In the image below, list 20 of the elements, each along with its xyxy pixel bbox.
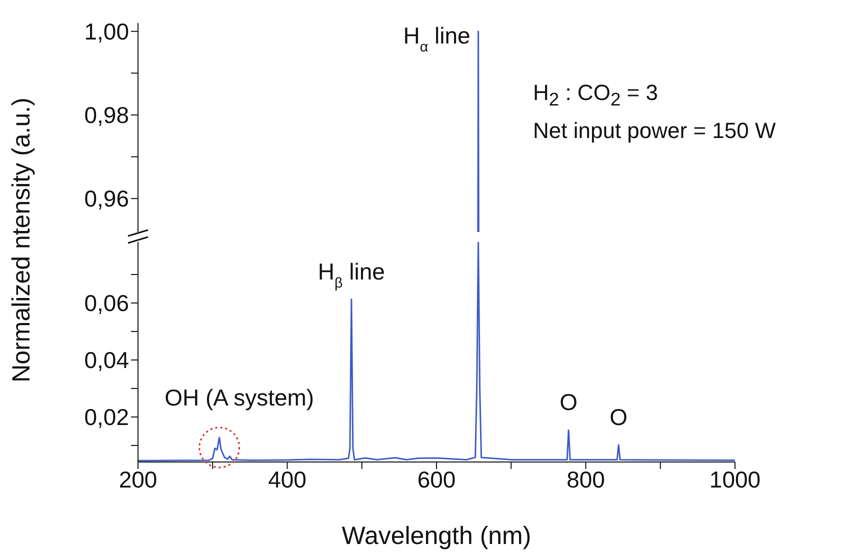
x-tick-label: 400 <box>268 466 306 492</box>
annotation: O <box>560 389 578 416</box>
y-tick-label: 1,00 <box>84 18 129 45</box>
annotation: H$_{α}$ line <box>403 22 470 56</box>
annotation: OH (A system) <box>164 384 314 410</box>
x-tick-label: 800 <box>566 466 605 492</box>
y-tick-label: 0,06 <box>84 290 129 316</box>
x-tick-label: 200 <box>118 466 158 492</box>
y-tick-label: 0,96 <box>84 186 129 212</box>
annotation: Net input power = 150 W <box>533 118 776 144</box>
x-tick-label: 1000 <box>709 466 761 492</box>
annotation: H$_{2}$ : CO$_{2}$ = 3 <box>533 80 658 110</box>
y-axis-title: Normalized ntensity (a.u.) <box>8 98 36 382</box>
y-tick-label: 0,02 <box>84 404 129 430</box>
y-tick-label: 0,98 <box>84 102 129 128</box>
y-tick-label: 0,04 <box>84 347 130 374</box>
annotation: H$_{β}$ line <box>318 258 385 292</box>
x-axis-title: Wavelength (nm) <box>342 522 532 550</box>
x-tick-label: 600 <box>417 466 456 492</box>
annotation: O <box>610 404 628 430</box>
